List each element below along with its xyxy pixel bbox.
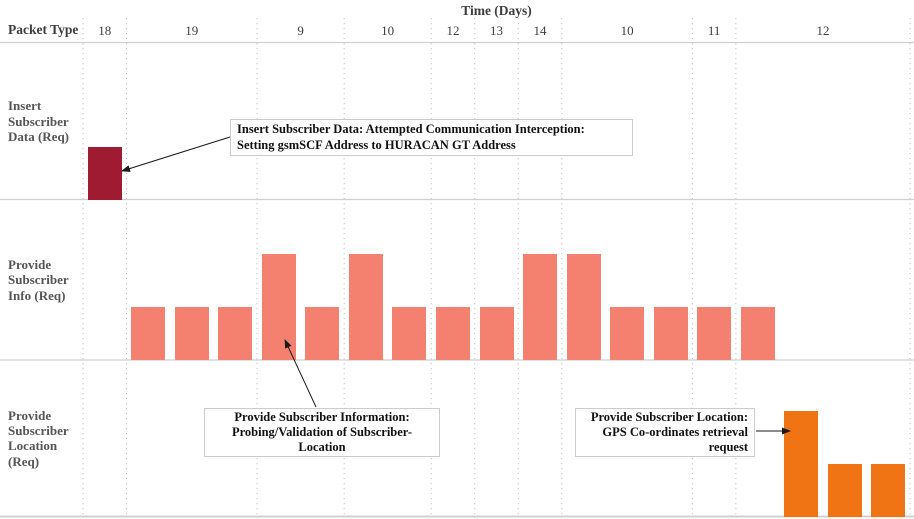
annotation-arrow	[284, 339, 317, 408]
row-label: Provide Subscriber Info (Req)	[8, 257, 69, 303]
bar	[871, 463, 906, 517]
bar	[653, 307, 688, 360]
x-tick-label: 19	[185, 23, 199, 38]
bar	[392, 307, 427, 360]
bar	[479, 307, 514, 360]
bar	[131, 307, 166, 360]
annotation-box: Provide Subscriber Location: GPS Co-ordi…	[575, 408, 755, 457]
bar	[740, 307, 775, 360]
annotation-box: Provide Subscriber Information: Probing/…	[204, 408, 440, 457]
bar	[610, 307, 645, 360]
x-tick-label: 12	[816, 23, 830, 38]
packet-type-axis-label: Packet Type	[8, 22, 79, 37]
bar	[523, 254, 558, 360]
bar	[87, 146, 122, 200]
bar	[305, 307, 340, 360]
x-tick-label: 10	[381, 23, 395, 38]
x-tick-label: 18	[98, 23, 112, 38]
annotation-box: Insert Subscriber Data: Attempted Commun…	[230, 119, 633, 156]
row-label: Insert Subscriber Data (Req)	[8, 98, 70, 144]
bar	[174, 307, 209, 360]
bar	[566, 254, 601, 360]
bar	[697, 307, 732, 360]
bar	[348, 254, 383, 360]
bar	[218, 307, 253, 360]
bar	[827, 463, 862, 517]
row-label: Provide Subscriber Location (Req)	[8, 407, 69, 469]
x-tick-label: 12	[446, 23, 460, 38]
time-axis-title: Time (Days)	[461, 3, 532, 18]
annotation-arrow	[121, 136, 231, 172]
x-tick-label: 13	[489, 23, 503, 38]
bar	[435, 307, 470, 360]
x-tick-label: 9	[297, 23, 304, 38]
x-tick-label: 14	[533, 23, 547, 38]
x-tick-label: 11	[707, 23, 721, 38]
x-tick-label: 10	[620, 23, 634, 38]
